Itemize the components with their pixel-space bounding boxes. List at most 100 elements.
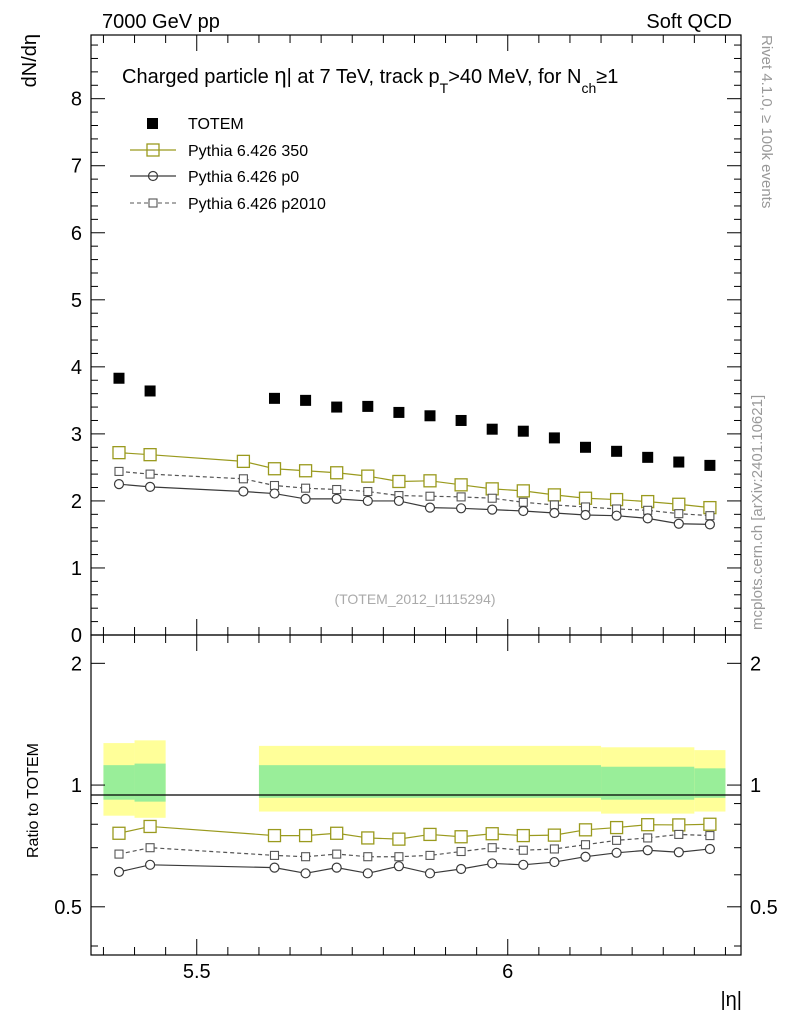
ratio-point-series-2-9 xyxy=(487,843,497,853)
ratio-ytick-label-left: 0.5 xyxy=(54,897,82,919)
main-point-series-2-12 xyxy=(549,507,560,519)
legend-marker-p0 xyxy=(147,170,159,182)
ratio-point-series-2-2 xyxy=(269,850,280,860)
ratio-series-group xyxy=(112,817,717,879)
main-point-series-0-0 xyxy=(113,372,125,384)
main-point-series-3-4 xyxy=(301,483,311,493)
ratio-point-series-2-13 xyxy=(612,835,622,845)
ratio-point-series-1-0 xyxy=(113,866,125,877)
main-point-series-2-8 xyxy=(424,502,436,513)
ratio-point-series-1-14 xyxy=(642,845,653,856)
x-tick-label: 6 xyxy=(502,961,513,983)
band-inner-1 xyxy=(134,763,166,802)
ratio-point-series-0-14 xyxy=(641,818,655,832)
ratio-point-series-0-1 xyxy=(143,819,157,834)
main-point-series-0-6 xyxy=(393,406,405,418)
ratio-point-series-0-0 xyxy=(112,826,126,840)
main-point-series-1-14 xyxy=(609,492,624,507)
ratio-point-series-0-16 xyxy=(703,817,717,831)
ratio-point-series-1-3 xyxy=(300,868,311,879)
main-point-series-0-2 xyxy=(268,392,280,404)
main-point-series-2-17 xyxy=(704,519,715,530)
main-point-series-2-6 xyxy=(362,495,373,507)
ratio-ytick-label-left: 2 xyxy=(71,653,82,675)
main-point-series-3-15 xyxy=(643,505,653,515)
header-process-label: Soft QCD xyxy=(646,11,732,33)
ratio-point-series-1-9 xyxy=(487,858,498,869)
chart-title: Charged particle η| at 7 TeV, track pT>4… xyxy=(122,63,618,96)
ratio-point-series-2-1 xyxy=(145,843,155,853)
legend-marker-350 xyxy=(146,143,160,157)
title-eta-symbol: η xyxy=(274,63,286,88)
x-axis-label: |η| xyxy=(720,989,742,1011)
ratio-point-series-0-4 xyxy=(330,826,344,840)
ratio-point-series-2-15 xyxy=(674,829,684,839)
main-point-series-3-12 xyxy=(549,500,559,510)
ratio-point-series-0-15 xyxy=(672,818,686,832)
main-point-series-3-9 xyxy=(456,492,466,502)
main-point-series-0-16 xyxy=(704,459,716,471)
legend-marker-totem xyxy=(147,118,158,129)
ratio-point-series-0-8 xyxy=(454,830,468,844)
ratio-point-series-2-8 xyxy=(456,846,466,857)
ratio-point-series-1-2 xyxy=(269,862,280,873)
main-point-series-3-2 xyxy=(238,474,248,484)
ratio-point-series-1-5 xyxy=(362,868,373,879)
ratio-ytick-label-right: 2 xyxy=(750,653,761,675)
main-line-series-2 xyxy=(118,483,710,525)
main-point-series-2-4 xyxy=(300,493,311,505)
main-point-series-2-13 xyxy=(580,509,591,521)
main-point-series-3-16 xyxy=(674,509,684,519)
main-point-series-0-13 xyxy=(611,445,623,457)
ratio-point-series-1-16 xyxy=(704,843,715,855)
ratio-point-series-2-3 xyxy=(301,852,311,862)
main-point-series-2-9 xyxy=(455,503,467,514)
main-point-series-1-12 xyxy=(547,488,562,502)
rivet-label: Rivet 4.1.0, ≥ 100k events xyxy=(758,35,775,208)
main-point-series-3-0 xyxy=(114,466,124,476)
ratio-point-series-1-1 xyxy=(144,859,156,870)
ratio-point-series-0-10 xyxy=(516,828,530,843)
ratio-point-series-0-5 xyxy=(361,831,375,845)
band-inner-0 xyxy=(103,765,135,800)
main-point-series-3-6 xyxy=(363,486,373,497)
main-point-series-2-5 xyxy=(331,493,342,505)
main-point-series-1-9 xyxy=(454,478,468,492)
main-point-series-3-10 xyxy=(487,493,497,503)
band-inner-3 xyxy=(601,766,695,800)
main-point-series-1-2 xyxy=(236,454,251,469)
ratio-point-series-0-3 xyxy=(298,828,313,843)
main-point-series-2-11 xyxy=(518,505,529,517)
main-point-series-2-3 xyxy=(269,488,280,499)
ratio-point-series-1-12 xyxy=(580,851,591,862)
title-sub-ch: ch xyxy=(581,80,596,96)
main-point-series-2-0 xyxy=(113,479,125,490)
ratio-point-series-0-2 xyxy=(267,828,282,843)
ratio-point-series-0-9 xyxy=(485,827,499,841)
main-point-series-0-14 xyxy=(642,451,654,463)
main-ytick-label: 2 xyxy=(71,491,82,513)
ratio-point-series-2-4 xyxy=(332,849,342,859)
ratio-point-series-1-10 xyxy=(518,859,529,870)
legend-label-totem: TOTEM xyxy=(188,116,244,133)
main-point-series-0-15 xyxy=(673,456,685,468)
main-series-group xyxy=(112,372,717,530)
main-point-series-0-9 xyxy=(486,423,498,435)
analysis-watermark: (TOTEM_2012_I1115294) xyxy=(334,591,495,607)
title-sub-t: T xyxy=(440,80,449,96)
main-ytick-label: 4 xyxy=(71,357,82,379)
main-point-series-1-5 xyxy=(330,466,344,480)
x-tick-label: 5.5 xyxy=(183,961,211,983)
band-inner-2 xyxy=(258,765,602,798)
legend-marker-p2010 xyxy=(148,198,158,208)
main-point-series-3-13 xyxy=(580,502,591,512)
ratio-point-series-2-10 xyxy=(518,845,528,855)
ratio-uncertainty-bands xyxy=(103,740,726,818)
ratio-point-series-0-7 xyxy=(423,827,437,842)
main-point-series-1-7 xyxy=(392,474,406,489)
legend-label-p0: Pythia 6.426 p0 xyxy=(188,169,299,186)
main-point-series-2-1 xyxy=(144,481,156,492)
main-point-series-2-16 xyxy=(673,518,684,529)
main-point-series-1-3 xyxy=(267,462,282,476)
